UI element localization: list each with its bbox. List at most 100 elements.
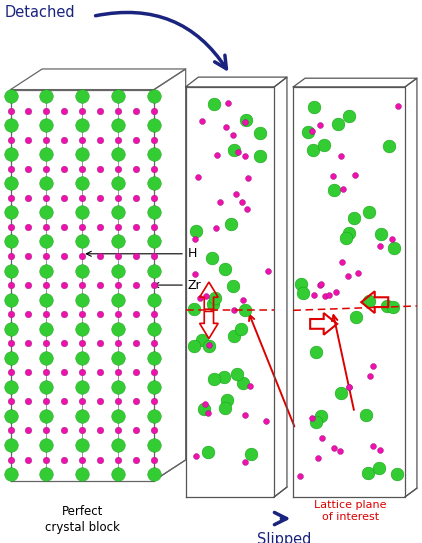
Point — [61, 397, 68, 406]
Point — [43, 440, 50, 449]
Point — [25, 106, 32, 115]
Point — [115, 339, 122, 348]
Point — [61, 135, 68, 144]
Point — [43, 397, 50, 406]
Point — [238, 324, 245, 333]
Point — [43, 281, 50, 289]
Point — [133, 251, 140, 260]
Point — [25, 281, 32, 289]
Point — [316, 121, 323, 130]
Point — [97, 310, 104, 319]
Point — [365, 296, 372, 305]
Point — [300, 289, 307, 298]
Point — [7, 368, 14, 377]
Point — [115, 470, 122, 478]
Point — [7, 150, 14, 159]
Point — [133, 135, 140, 144]
Point — [322, 291, 328, 300]
Point — [79, 397, 86, 406]
Point — [297, 279, 304, 288]
Point — [7, 92, 14, 100]
Point — [61, 339, 68, 348]
Point — [330, 171, 336, 180]
Point — [151, 165, 157, 173]
Point — [43, 121, 50, 130]
Point — [7, 397, 14, 406]
Point — [79, 121, 86, 130]
Point — [97, 223, 104, 231]
Point — [115, 223, 122, 231]
Point — [25, 455, 32, 464]
Point — [151, 179, 157, 188]
Point — [242, 411, 249, 419]
Point — [61, 223, 68, 231]
Point — [200, 405, 207, 414]
Point — [115, 251, 122, 260]
Point — [205, 409, 212, 418]
Point — [151, 470, 157, 478]
Point — [79, 310, 86, 319]
Point — [43, 223, 50, 231]
Point — [79, 339, 86, 348]
Point — [192, 227, 199, 236]
Point — [43, 193, 50, 202]
Point — [79, 237, 86, 246]
Point — [151, 237, 157, 246]
Point — [151, 426, 157, 435]
Point — [43, 426, 50, 435]
Point — [338, 389, 344, 397]
Point — [61, 426, 68, 435]
Point — [7, 382, 14, 391]
Point — [7, 324, 14, 333]
Point — [151, 223, 157, 231]
Point — [43, 150, 50, 159]
Point — [335, 120, 341, 129]
Point — [366, 371, 373, 380]
Point — [61, 106, 68, 115]
Point — [309, 146, 316, 154]
Point — [230, 131, 237, 140]
Point — [97, 165, 104, 173]
Point — [133, 368, 140, 377]
Point — [79, 470, 86, 478]
Point — [227, 220, 234, 229]
Point — [79, 92, 86, 100]
Point — [25, 339, 32, 348]
Point — [97, 339, 104, 348]
Point — [395, 102, 401, 111]
Point — [115, 208, 122, 217]
Point — [204, 448, 211, 457]
Point — [7, 121, 14, 130]
Point — [206, 342, 212, 350]
Point — [211, 100, 217, 109]
Point — [243, 205, 250, 213]
Point — [151, 440, 157, 449]
Point — [97, 368, 104, 377]
Point — [115, 92, 122, 100]
Point — [61, 310, 68, 319]
Point — [151, 281, 157, 289]
Point — [151, 208, 157, 217]
Point — [245, 174, 252, 182]
Point — [151, 295, 157, 304]
Point — [321, 141, 327, 149]
Point — [151, 266, 157, 275]
Point — [79, 150, 86, 159]
Point — [330, 186, 337, 194]
Point — [318, 434, 325, 443]
Point — [115, 412, 122, 420]
Point — [7, 470, 14, 478]
Point — [7, 135, 14, 144]
Point — [79, 106, 86, 115]
Point — [223, 396, 230, 405]
Point — [43, 295, 50, 304]
Point — [208, 254, 215, 262]
Point — [25, 223, 32, 231]
Point — [133, 281, 140, 289]
Point — [79, 165, 86, 173]
Point — [115, 455, 122, 464]
Point — [133, 455, 140, 464]
Point — [265, 267, 271, 275]
Point — [222, 403, 229, 412]
Point — [7, 251, 14, 260]
